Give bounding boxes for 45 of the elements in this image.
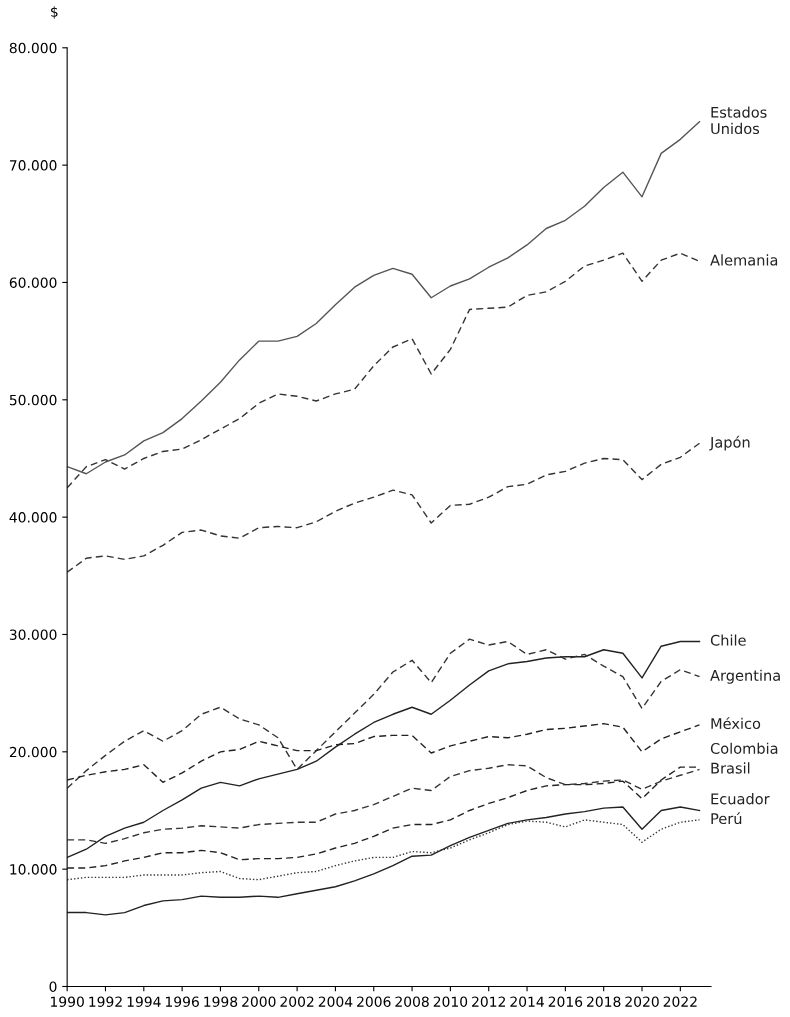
- y-tick-label: 80.000: [9, 42, 57, 54]
- series-label: Brasil: [711, 762, 750, 774]
- x-tick-label: 2008: [395, 996, 429, 1007]
- x-tick-label: 2000: [242, 996, 276, 1007]
- series-label: Perú: [711, 812, 742, 825]
- series-label: Estados Unidos: [711, 106, 767, 135]
- x-tick-label: 1996: [165, 996, 199, 1007]
- line-series: [67, 121, 701, 475]
- x-tick-label: 2020: [625, 996, 659, 1007]
- series-label: Colombia: [710, 742, 778, 754]
- y-tick-label: 20.000: [9, 746, 57, 758]
- x-tick-label: 2006: [357, 996, 391, 1007]
- series-label: Japón: [709, 435, 750, 451]
- x-tick-label: 2018: [587, 996, 621, 1007]
- x-tick-label: 2014: [510, 996, 544, 1007]
- x-tick-label: 2016: [548, 996, 583, 1007]
- x-tick-label: 1994: [127, 996, 161, 1007]
- y-tick-label: 0: [49, 981, 57, 992]
- line-series: [67, 764, 701, 845]
- line-series: [67, 819, 701, 881]
- x-tick-label: 2022: [663, 996, 697, 1007]
- x-tick-label: 1998: [204, 996, 238, 1007]
- y-tick-label: 70.000: [9, 160, 57, 171]
- series-label: Alemania: [710, 254, 778, 266]
- y-tick-label: 50.000: [9, 394, 57, 406]
- line-series: [67, 638, 701, 789]
- series-label: México: [711, 717, 761, 730]
- y-tick-label: 30.000: [9, 629, 57, 640]
- line-series: [67, 806, 701, 916]
- y-tick-label: 40.000: [9, 512, 57, 523]
- line-series: [67, 640, 701, 859]
- y-tick-label: 60.000: [9, 277, 57, 288]
- y-axis-title: $: [51, 6, 58, 19]
- x-tick-label: 1990: [51, 996, 84, 1007]
- x-tick-label: 2002: [280, 996, 314, 1007]
- series-label: Chile: [710, 634, 746, 646]
- line-series: [67, 252, 701, 489]
- x-tick-label: 2010: [433, 996, 468, 1007]
- x-tick-label: 2004: [318, 996, 353, 1007]
- x-tick-label: 1992: [89, 996, 122, 1007]
- series-label: Argentina: [710, 669, 780, 684]
- series-label: Ecuador: [711, 793, 770, 805]
- y-tick-label: 10.000: [10, 864, 57, 875]
- line-series: [67, 442, 701, 573]
- x-tick-label: 2012: [472, 996, 505, 1007]
